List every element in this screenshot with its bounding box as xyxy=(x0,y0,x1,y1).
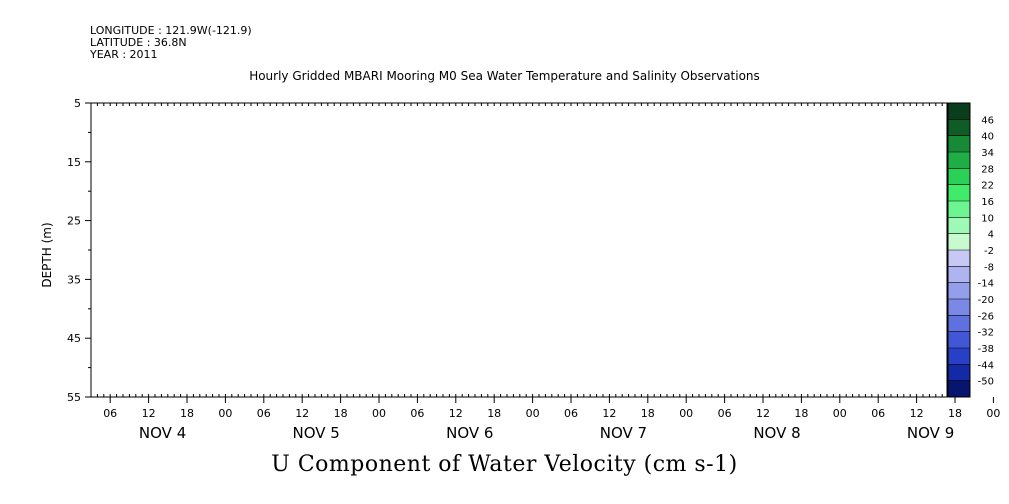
x-hour-label: 00 xyxy=(679,407,693,420)
x-hour-label: 00 xyxy=(372,407,386,420)
colorbar-swatch xyxy=(948,233,970,251)
x-hour-label: 18 xyxy=(641,407,655,420)
x-axis: 06 12 18 00 06 12 18 00 06 12 18 00 06 12 18 00 06 12 18 00… xyxy=(103,397,1000,442)
x-hour-label: 00 xyxy=(218,407,232,420)
colorbar-label: 10 xyxy=(981,213,994,224)
y-tick-label: 45 xyxy=(67,332,81,345)
chart-title: Hourly Gridded MBARI Mooring M0 Sea Wate… xyxy=(249,69,760,83)
x-hour-label: 12 xyxy=(295,407,309,420)
colorbar-swatch xyxy=(948,217,970,235)
colorbar-label: -50 xyxy=(978,377,994,388)
colorbar-label: -32 xyxy=(978,328,994,339)
x-hour-label: 06 xyxy=(718,407,732,420)
longitude-label: LONGITUDE : 121.9W(-121.9) xyxy=(90,24,252,37)
colorbar-swatch xyxy=(948,364,970,382)
x-hour-label: 00 xyxy=(986,407,1000,420)
x-day-label: NOV 8 xyxy=(753,424,800,442)
x-hour-label: 06 xyxy=(103,407,117,420)
colorbar-swatch xyxy=(948,103,970,120)
x-hour-label: 00 xyxy=(526,407,540,420)
x-hour-label: 06 xyxy=(871,407,885,420)
x-day-label: NOV 7 xyxy=(600,424,647,442)
colorbar-swatch xyxy=(948,135,970,153)
chart-caption: U Component of Water Velocity (cm s-1) xyxy=(271,452,738,477)
x-hour-label: 18 xyxy=(794,407,808,420)
y-tick-label: 35 xyxy=(67,273,81,286)
x-hour-label: 12 xyxy=(602,407,616,420)
colorbar-label: 16 xyxy=(981,197,994,208)
x-day-label: NOV 4 xyxy=(139,424,186,442)
x-hour-label: 06 xyxy=(410,407,424,420)
colorbar-swatch xyxy=(948,299,970,316)
y-axis-label: DEPTH (m) xyxy=(40,222,54,287)
colorbar-swatch xyxy=(948,168,970,186)
y-tick-label: 25 xyxy=(67,215,81,228)
plot-frame xyxy=(90,102,948,398)
colorbar-swatch xyxy=(948,152,970,169)
colorbar-swatch xyxy=(948,201,970,218)
colorbar-label: 4 xyxy=(988,230,994,241)
colorbar-label: 34 xyxy=(981,148,994,159)
x-hour-label: 18 xyxy=(180,407,194,420)
heatmap-chart: 5 15 25 35 45 55 06 12 18 00 06 12 18 00 06 12 18 00 06 12… xyxy=(40,97,1000,442)
y-tick-label: 5 xyxy=(74,97,81,110)
colorbar-label: -26 xyxy=(978,311,994,322)
x-day-label: NOV 5 xyxy=(293,424,340,442)
colorbar-label: 40 xyxy=(981,132,994,143)
x-hour-label: 12 xyxy=(910,407,924,420)
colorbar-label: -2 xyxy=(984,246,994,257)
colorbar-label: -14 xyxy=(978,279,994,290)
colorbar-swatch xyxy=(948,331,970,349)
latitude-label: LATITUDE : 36.8N xyxy=(90,36,187,49)
x-day-label: NOV 6 xyxy=(446,424,493,442)
colorbar-swatch xyxy=(948,282,970,300)
colorbar-swatch xyxy=(948,266,970,284)
colorbar-label: -20 xyxy=(978,295,994,306)
colorbar: 46 40 34 28 22 16 10 4 -2 -8 -14 -20 -26 -32 -38 -44 -50 xyxy=(947,102,994,398)
colorbar-swatch xyxy=(948,250,970,267)
x-hour-label: 18 xyxy=(487,407,501,420)
colorbar-label: 22 xyxy=(981,181,994,192)
colorbar-label: 46 xyxy=(981,115,994,126)
x-hour-label: 12 xyxy=(756,407,770,420)
colorbar-swatch xyxy=(948,184,970,202)
x-hour-label: 18 xyxy=(948,407,962,420)
x-hour-label: 00 xyxy=(833,407,847,420)
year-label: YEAR : 2011 xyxy=(90,48,158,61)
x-hour-label: 06 xyxy=(257,407,271,420)
colorbar-swatch xyxy=(948,315,970,333)
y-tick-label: 55 xyxy=(67,391,81,404)
plot-area xyxy=(91,103,947,397)
x-day-label: NOV 9 xyxy=(907,424,954,442)
x-hour-label: 12 xyxy=(142,407,156,420)
colorbar-label: -8 xyxy=(984,262,994,273)
x-hour-label: 18 xyxy=(334,407,348,420)
colorbar-swatch xyxy=(948,380,970,398)
colorbar-label: -44 xyxy=(978,360,994,371)
colorbar-swatch xyxy=(948,348,970,365)
x-hour-label: 06 xyxy=(564,407,578,420)
colorbar-label: 28 xyxy=(981,164,994,175)
y-tick-label: 15 xyxy=(67,156,81,169)
colorbar-label: -38 xyxy=(978,344,994,355)
x-hour-label: 12 xyxy=(449,407,463,420)
colorbar-swatch xyxy=(948,119,970,137)
